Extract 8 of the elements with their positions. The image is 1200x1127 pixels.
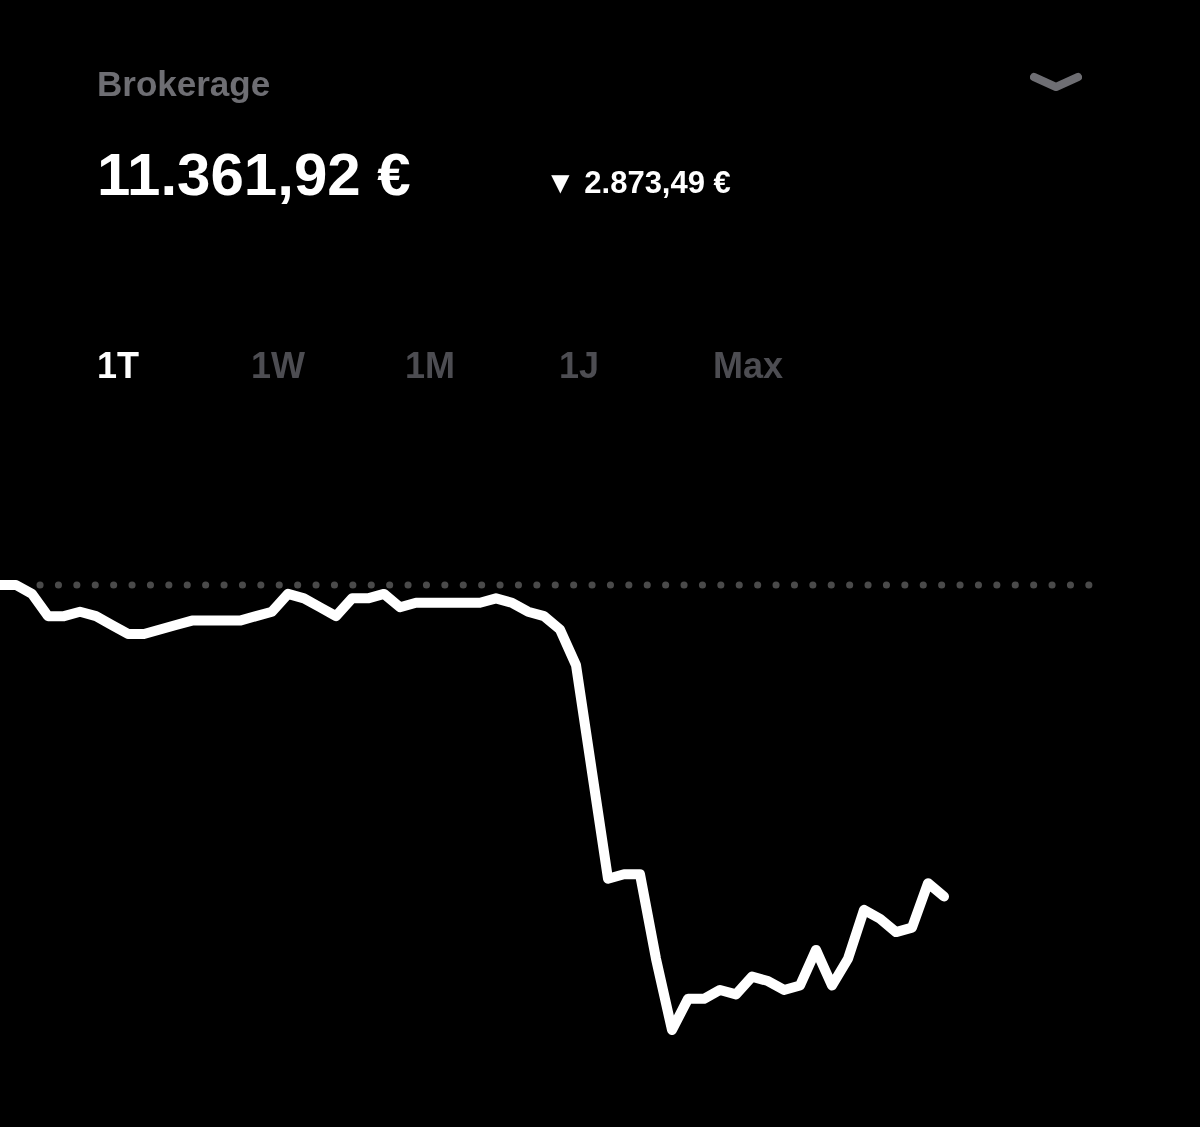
chart-subtitle: 11.361,92 € [97, 140, 411, 209]
text: 1W [251, 345, 405, 387]
chart-title: Brokerage [97, 64, 271, 104]
text: 1M [405, 345, 559, 387]
text: ▼ 2.873,49 € [545, 165, 731, 201]
text: Max [713, 345, 867, 387]
text: 1J [559, 345, 713, 387]
text: 1T [97, 345, 251, 387]
